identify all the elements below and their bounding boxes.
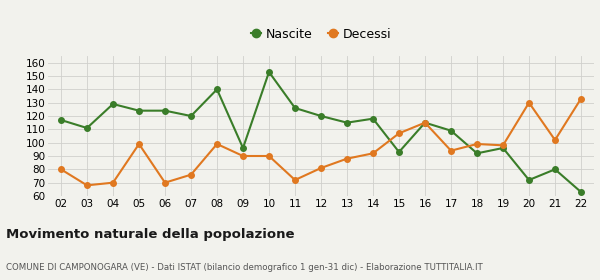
Decessi <box>214 142 221 146</box>
Line: Nascite: Nascite <box>58 69 584 195</box>
Nascite <box>161 109 169 112</box>
Nascite <box>187 114 194 118</box>
Decessi <box>577 97 584 100</box>
Decessi <box>109 181 116 184</box>
Decessi <box>58 168 65 171</box>
Decessi <box>161 181 169 184</box>
Legend: Nascite, Decessi: Nascite, Decessi <box>246 23 396 46</box>
Decessi <box>448 149 455 152</box>
Decessi <box>499 144 506 147</box>
Nascite <box>343 121 350 124</box>
Nascite <box>473 152 481 155</box>
Nascite <box>214 88 221 91</box>
Decessi <box>239 154 247 158</box>
Decessi <box>526 101 533 104</box>
Nascite <box>292 106 299 110</box>
Nascite <box>370 117 377 120</box>
Decessi <box>292 178 299 182</box>
Nascite <box>395 150 403 154</box>
Text: COMUNE DI CAMPONOGARA (VE) - Dati ISTAT (bilancio demografico 1 gen-31 dic) - El: COMUNE DI CAMPONOGARA (VE) - Dati ISTAT … <box>6 263 483 272</box>
Decessi <box>395 132 403 135</box>
Decessi <box>343 157 350 160</box>
Decessi <box>317 166 325 170</box>
Nascite <box>448 129 455 132</box>
Nascite <box>265 70 272 74</box>
Nascite <box>83 126 91 130</box>
Decessi <box>370 152 377 155</box>
Nascite <box>577 190 584 194</box>
Nascite <box>239 146 247 150</box>
Decessi <box>473 142 481 146</box>
Nascite <box>499 146 506 150</box>
Text: Movimento naturale della popolazione: Movimento naturale della popolazione <box>6 228 295 241</box>
Nascite <box>551 168 559 171</box>
Decessi <box>83 184 91 187</box>
Nascite <box>421 121 428 124</box>
Nascite <box>58 118 65 122</box>
Line: Decessi: Decessi <box>58 96 584 188</box>
Decessi <box>551 138 559 142</box>
Decessi <box>136 142 143 146</box>
Decessi <box>265 154 272 158</box>
Decessi <box>421 121 428 124</box>
Nascite <box>109 102 116 106</box>
Nascite <box>526 178 533 182</box>
Nascite <box>317 114 325 118</box>
Nascite <box>136 109 143 112</box>
Decessi <box>187 173 194 176</box>
